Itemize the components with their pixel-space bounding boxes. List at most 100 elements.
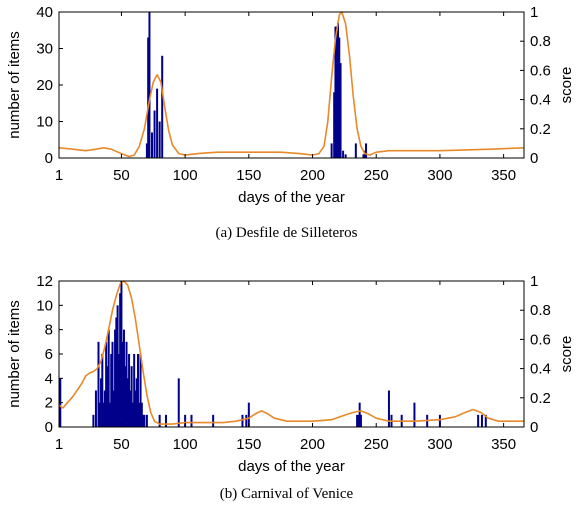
y2-tick-label: 0 <box>530 419 538 436</box>
y2-tick-label: 0.2 <box>530 390 551 407</box>
bar <box>362 154 365 158</box>
x-tick-label: 50 <box>113 167 130 184</box>
bar <box>136 354 139 427</box>
bars-layer <box>59 281 487 427</box>
bar <box>337 22 339 159</box>
score-line <box>58 280 524 425</box>
bar <box>140 402 143 427</box>
bar <box>145 414 148 427</box>
y-tick-label: 30 <box>36 41 53 58</box>
bar <box>106 366 109 427</box>
bar <box>139 354 142 427</box>
y-tick-label: 10 <box>36 114 53 131</box>
bar <box>477 414 480 427</box>
y2-tick-label: 1 <box>530 273 538 290</box>
bar <box>128 354 131 427</box>
bar <box>121 341 124 427</box>
x-tick-label: 350 <box>491 167 516 184</box>
chart-desfile-de-silleteros: 1 50 100 150 200 250 300 35001020304000.20.40.6… <box>6 4 575 241</box>
bar <box>334 26 337 158</box>
x-tick-label: 350 <box>491 436 516 453</box>
y-tick-label: 40 <box>36 4 53 21</box>
x-tick-label: 100 <box>173 436 198 453</box>
bar <box>413 402 416 427</box>
y-axis-label: number of items <box>6 300 23 408</box>
y-tick-label: 8 <box>45 322 53 339</box>
y2-tick-label: 0.8 <box>530 302 551 319</box>
bar <box>105 341 108 427</box>
y-tick-label: 6 <box>45 346 53 363</box>
bar <box>126 378 129 427</box>
bar <box>134 390 137 427</box>
bar <box>130 366 133 427</box>
bar <box>119 293 122 427</box>
x-tick-label: 1 <box>55 167 63 184</box>
bar <box>111 341 114 427</box>
bar <box>133 354 136 427</box>
bar <box>358 402 361 427</box>
bar <box>114 329 117 427</box>
bar <box>125 341 128 427</box>
y-tick-label: 10 <box>36 297 53 314</box>
x-tick-label: 250 <box>364 436 389 453</box>
bar <box>117 354 120 427</box>
bar <box>142 414 145 427</box>
y2-tick-label: 0.6 <box>530 331 551 348</box>
bar <box>241 414 244 427</box>
bar <box>342 150 345 158</box>
bar <box>438 414 441 427</box>
bar <box>108 402 111 427</box>
chart-carnival-of-venice: 1 50 100 150 200 250 300 35002468101200.20.40.6… <box>6 273 575 502</box>
x-tick-label: 1 <box>55 436 63 453</box>
ticks-layer: 1 50 100 150 200 250 300 35001020304000.20.40.6… <box>36 4 551 184</box>
bar <box>143 414 146 427</box>
x-tick-label: 200 <box>300 167 325 184</box>
x-tick-label: 300 <box>427 167 452 184</box>
y2-tick-label: 0.2 <box>530 121 551 138</box>
bar <box>103 390 106 427</box>
y-tick-label: 12 <box>36 273 53 290</box>
x-tick-label: 100 <box>173 167 198 184</box>
x-tick-label: 150 <box>236 436 261 453</box>
bar <box>158 121 161 158</box>
bar <box>335 26 338 158</box>
bar <box>112 390 115 427</box>
x-tick-label: 300 <box>427 436 452 453</box>
bar <box>161 55 164 158</box>
bar <box>330 143 333 158</box>
y2-tick-label: 0.6 <box>530 62 551 79</box>
bar <box>357 414 360 427</box>
score-line-layer <box>58 11 525 158</box>
bar <box>120 281 123 427</box>
bar <box>138 402 141 427</box>
bar <box>148 12 151 158</box>
bar <box>145 143 148 158</box>
y-tick-label: 0 <box>45 419 53 436</box>
bar <box>98 402 101 427</box>
score-line-layer <box>58 280 524 425</box>
bar <box>354 143 357 158</box>
bar <box>101 354 104 427</box>
x-tick-label: 200 <box>300 436 325 453</box>
bar <box>153 110 156 158</box>
x-axis-label: days of the year <box>238 458 345 475</box>
score-line <box>58 11 525 158</box>
y-tick-label: 2 <box>45 395 53 412</box>
bar <box>344 154 347 158</box>
bar <box>115 317 118 427</box>
bar <box>333 92 336 158</box>
bar <box>94 390 97 427</box>
x-tick-label: 150 <box>236 167 261 184</box>
y-tick-label: 4 <box>45 370 53 387</box>
bar <box>484 414 487 427</box>
bar <box>158 414 161 427</box>
y-tick-label: 0 <box>45 150 53 167</box>
bars-layer <box>145 12 368 159</box>
bar <box>247 402 250 427</box>
bar <box>92 414 95 427</box>
bar <box>184 414 187 427</box>
ticks-layer: 1 50 100 150 200 250 300 35002468101200.20.40.6… <box>36 273 551 453</box>
y2-axis-label: score <box>558 336 575 373</box>
bar <box>212 414 215 427</box>
